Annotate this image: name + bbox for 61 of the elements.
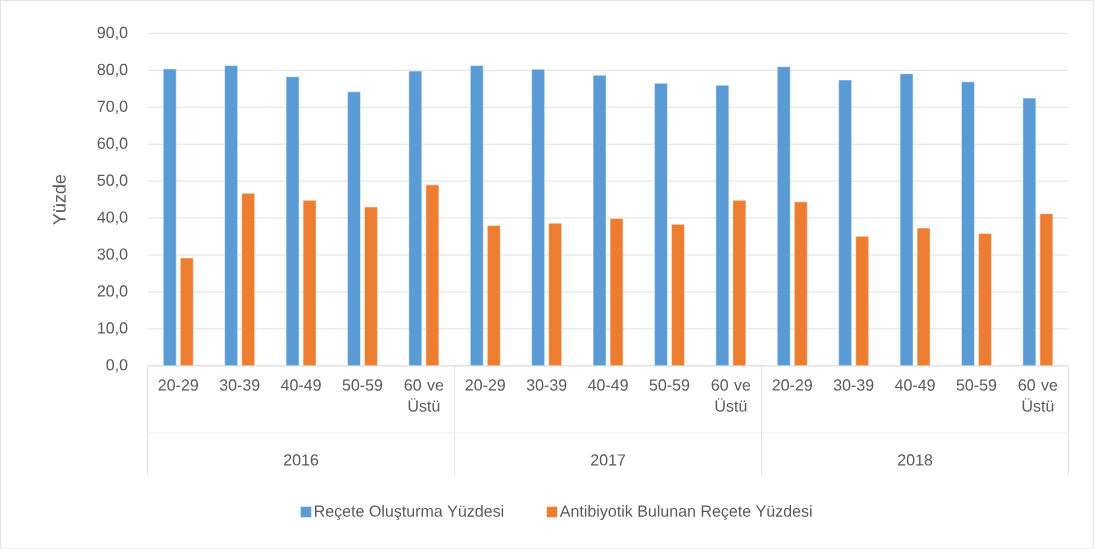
bar (794, 201, 808, 366)
bar (961, 81, 975, 366)
text: 2016 (284, 454, 319, 466)
bar (364, 206, 378, 366)
x-tick-label: 60 ve Üstü (1018, 379, 1058, 412)
x-tick-label: 40-49 (280, 379, 321, 391)
bar (347, 91, 361, 366)
bar (916, 227, 931, 366)
bar (180, 257, 194, 366)
x-tick-label: 40-49 (894, 379, 935, 391)
bar (241, 192, 255, 366)
bar (224, 65, 238, 366)
bar (531, 68, 545, 366)
y-tick-label: 20,0 (97, 285, 128, 299)
y-tick-label: 50,0 (97, 174, 128, 188)
x-tick-label: 20-29 (772, 379, 812, 391)
x-tick-label: 30-39 (833, 379, 874, 391)
bar (838, 79, 852, 366)
legend-label: Antibiyotik Bulunan Reçete Yüzdesi (559, 504, 812, 520)
bar (163, 68, 177, 366)
bar (302, 199, 317, 366)
bar (777, 66, 791, 366)
text: 2017 (591, 454, 626, 466)
y-axis-title: Yüzde (52, 174, 66, 225)
y-tick-label: 80,0 (97, 63, 128, 77)
x-tick-label: 50-59 (649, 379, 690, 391)
y-tick-label: 70,0 (97, 100, 128, 114)
bar (548, 222, 562, 366)
x-tick-label: 50-59 (956, 379, 997, 391)
bar (1039, 213, 1054, 366)
bar (978, 233, 992, 366)
y-tick-label: 60,0 (97, 137, 128, 151)
bar (654, 82, 668, 366)
x-tick-label: 60 ve Üstü (404, 379, 444, 412)
bar (487, 225, 501, 366)
bar (732, 199, 747, 366)
bar (425, 184, 440, 366)
x-tick-label: 50-59 (342, 379, 383, 391)
y-tick-label: 10,0 (98, 322, 128, 336)
x-tick-label: 30-39 (526, 379, 567, 391)
bar (671, 223, 685, 366)
bar (899, 73, 914, 366)
y-tick-label: 90,0 (97, 26, 128, 40)
x-tick-label: 20-29 (158, 379, 198, 391)
y-tick-label: 40,0 (97, 211, 128, 225)
x-tick-label: 20-29 (465, 379, 505, 391)
bar (408, 70, 423, 366)
bar (715, 84, 730, 366)
bar (1022, 97, 1037, 366)
legend-label: Reçete Oluşturma Yüzdesi (315, 504, 504, 520)
text: 2018 (898, 454, 933, 466)
y-tick-label: 0,0 (106, 358, 128, 373)
x-tick-label: 30-39 (219, 379, 260, 391)
x-tick-label: 40-49 (587, 379, 628, 391)
bar (285, 76, 300, 366)
y-tick-label: 30,0 (97, 248, 128, 262)
bar (592, 74, 607, 366)
bar (855, 235, 869, 366)
bar (470, 65, 484, 366)
x-tick-label: 60 ve Üstü (711, 379, 751, 412)
bar (609, 218, 624, 366)
